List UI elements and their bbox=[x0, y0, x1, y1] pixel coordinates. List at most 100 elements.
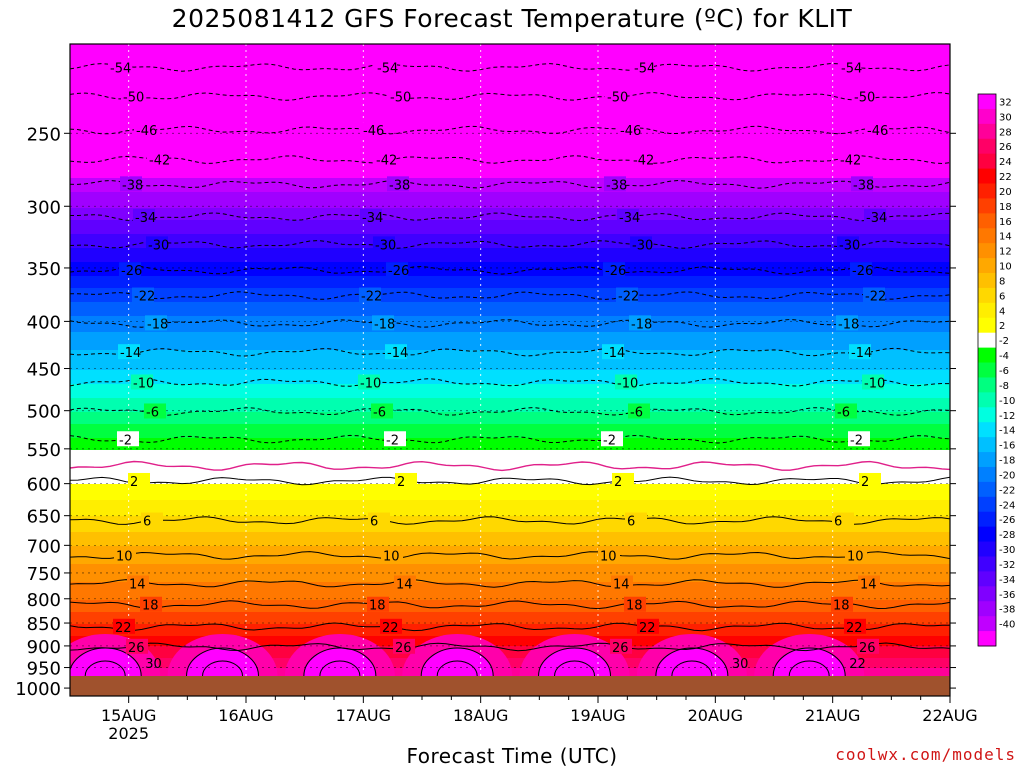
colorbar-swatch bbox=[978, 123, 996, 140]
contour-label-bg bbox=[119, 262, 141, 278]
temp-band bbox=[70, 318, 950, 321]
contour-label-bg bbox=[132, 287, 154, 303]
temp-band bbox=[70, 62, 950, 65]
dashed-contour: -22 -22 -22 -22 bbox=[70, 287, 950, 305]
contour-label-bg bbox=[632, 59, 654, 75]
temp-band bbox=[70, 404, 950, 407]
temp-band bbox=[70, 502, 950, 505]
contour-label-bg bbox=[121, 88, 143, 104]
contour-line bbox=[70, 600, 950, 610]
contour-label: -18 bbox=[374, 317, 395, 332]
contour-label-bg bbox=[388, 88, 410, 104]
temp-band bbox=[70, 276, 950, 279]
temp-band bbox=[70, 308, 950, 311]
colorbar-label: 8 bbox=[999, 276, 1005, 287]
temp-band bbox=[70, 454, 950, 457]
temp-band bbox=[70, 654, 950, 657]
temp-band bbox=[70, 424, 950, 427]
temp-band bbox=[70, 144, 950, 147]
contour-label-bg bbox=[602, 344, 624, 360]
warm-core-label: 22 bbox=[849, 657, 866, 672]
colorbar-label: -6 bbox=[999, 366, 1009, 377]
colorbar-swatch bbox=[978, 377, 996, 393]
colorbar-label: -8 bbox=[999, 381, 1009, 392]
temp-band bbox=[70, 90, 950, 93]
dashed-contour: -14 -14 -14 -14 bbox=[70, 344, 950, 361]
contour-label: -22 bbox=[134, 290, 155, 305]
temp-band bbox=[70, 80, 950, 83]
temp-band bbox=[70, 228, 950, 231]
y-tick-label: 300 bbox=[27, 197, 61, 218]
colorbar-swatch bbox=[978, 601, 996, 617]
contour-line bbox=[70, 179, 950, 189]
contour-label-bg bbox=[117, 431, 139, 447]
temp-band bbox=[70, 166, 950, 169]
y-tick-label: 900 bbox=[27, 637, 61, 658]
contour-label: -30 bbox=[632, 238, 653, 253]
temp-band bbox=[70, 170, 950, 173]
contour-label-bg bbox=[373, 236, 395, 252]
contour-label-bg bbox=[603, 262, 625, 278]
temp-band bbox=[70, 254, 950, 257]
temp-band bbox=[70, 516, 950, 519]
colorbar-label: -22 bbox=[999, 485, 1015, 496]
temp-band bbox=[70, 510, 950, 513]
contour-label: -54 bbox=[841, 61, 862, 76]
contour-line bbox=[70, 212, 950, 222]
temp-band bbox=[70, 550, 950, 553]
temp-band bbox=[70, 196, 950, 199]
temp-band bbox=[70, 190, 950, 193]
temp-band bbox=[70, 456, 950, 459]
contour-label-bg bbox=[844, 618, 866, 634]
colorbar-swatch bbox=[978, 198, 996, 214]
temp-band bbox=[70, 648, 950, 651]
contour-label-bg bbox=[848, 431, 870, 447]
y-tick-label: 950 bbox=[27, 659, 61, 680]
contour-label-bg bbox=[140, 596, 162, 612]
colorbar-swatch bbox=[978, 302, 996, 319]
contour-line bbox=[70, 476, 950, 486]
colorbar-swatch bbox=[978, 153, 996, 170]
temp-band bbox=[70, 64, 950, 67]
colorbar-swatch bbox=[978, 407, 996, 423]
contour-label: -38 bbox=[853, 178, 874, 193]
temp-band bbox=[70, 526, 950, 529]
temp-band bbox=[70, 452, 950, 455]
temp-band bbox=[70, 602, 950, 605]
colorbar-label: -20 bbox=[999, 470, 1015, 481]
temp-band bbox=[70, 150, 950, 153]
contour-line bbox=[70, 125, 950, 135]
contour-label-bg bbox=[131, 374, 153, 390]
contour-line bbox=[70, 318, 950, 328]
temp-band bbox=[70, 458, 950, 461]
colorbar-label: -14 bbox=[999, 426, 1015, 437]
colorbar-swatch bbox=[978, 437, 996, 453]
colorbar-swatch bbox=[978, 422, 996, 438]
temp-band bbox=[70, 392, 950, 395]
credit-link[interactable]: coolwx.com/models bbox=[835, 745, 1016, 764]
temp-band bbox=[70, 70, 950, 73]
contour-label-bg bbox=[624, 596, 646, 612]
contour-label: -54 bbox=[634, 61, 655, 76]
contour-label: -38 bbox=[122, 178, 143, 193]
contour-label-bg bbox=[859, 472, 881, 488]
temp-band bbox=[70, 610, 950, 613]
colorbar-label: -2 bbox=[999, 336, 1009, 347]
dashed-contour: -30 -30 -30 -30 bbox=[70, 236, 950, 253]
contour-label-bg bbox=[359, 287, 381, 303]
temp-band bbox=[70, 660, 950, 663]
temp-band bbox=[70, 652, 950, 655]
contour-line bbox=[70, 434, 950, 444]
colorbar-swatch bbox=[978, 108, 996, 125]
temp-band bbox=[70, 528, 950, 531]
temp-band bbox=[70, 178, 950, 181]
temp-band bbox=[70, 156, 950, 159]
temp-band bbox=[70, 362, 950, 365]
contour-label-bg bbox=[839, 59, 861, 75]
temp-band bbox=[70, 260, 950, 263]
contour-label: 6 bbox=[143, 515, 151, 530]
contour-label: -50 bbox=[123, 90, 144, 105]
temp-band bbox=[70, 346, 950, 349]
contour-label: -14 bbox=[120, 346, 141, 361]
temp-band bbox=[70, 358, 950, 361]
